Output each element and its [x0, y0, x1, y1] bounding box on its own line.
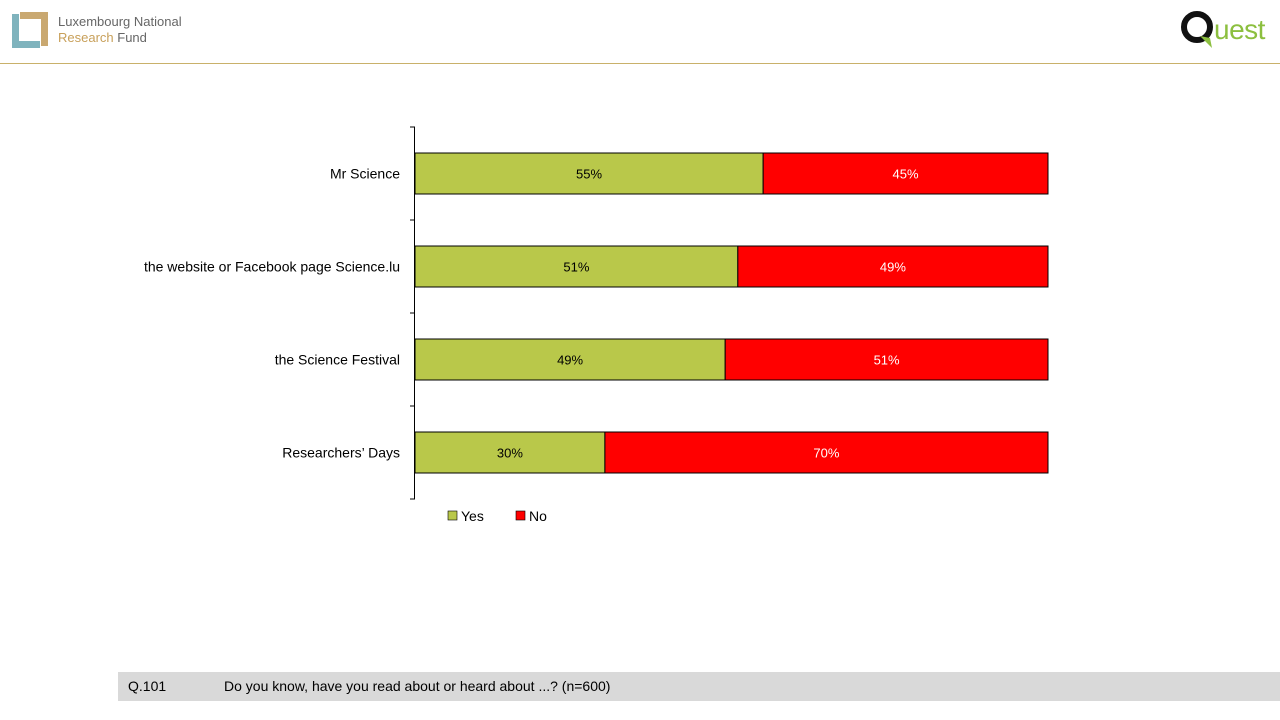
fnr-name-line1: Luxembourg National: [58, 14, 182, 29]
question-footer: Q.101 Do you know, have you read about o…: [118, 672, 1280, 701]
data-label: 30%: [497, 446, 523, 461]
question-number: Q.101: [128, 678, 167, 694]
category-label: the website or Facebook page Science.lu: [144, 259, 400, 275]
quest-logo-text: uest: [1214, 14, 1265, 45]
bar-yes: [414, 431, 606, 474]
data-label: 70%: [813, 446, 839, 461]
fnr-logo-text: Luxembourg National Research Fund: [58, 14, 182, 46]
data-label: 55%: [576, 167, 602, 182]
bar-no: [737, 245, 1049, 288]
bar-yes: [414, 338, 726, 381]
data-label: 45%: [893, 167, 919, 182]
stacked-bar-chart: Mr Science 55% 45% the website or Facebook …: [144, 126, 1049, 524]
bar-no: [724, 338, 1049, 381]
quest-logo-icon: [1181, 11, 1213, 48]
legend-swatch-no: [515, 510, 526, 521]
legend-swatch-yes: [447, 510, 458, 521]
question-text: Do you know, have you read about or hear…: [224, 678, 611, 694]
slide-header: Luxembourg National Research Fund uest: [0, 0, 1280, 64]
bar-no: [762, 152, 1049, 195]
fnr-logo-icon: [12, 12, 48, 48]
fnr-name-fund: Fund: [113, 30, 147, 45]
category-label: Researchers’ Days: [282, 445, 400, 461]
category-label: Mr Science: [330, 166, 400, 182]
data-label: 51%: [563, 260, 589, 275]
legend-label-yes: Yes: [461, 508, 484, 524]
fnr-name-research: Research: [58, 30, 114, 45]
data-label: 49%: [557, 353, 583, 368]
legend-label-no: No: [529, 508, 547, 524]
category-label: the Science Festival: [275, 352, 400, 368]
data-label: 49%: [880, 260, 906, 275]
data-label: 51%: [874, 353, 900, 368]
bar-no: [604, 431, 1049, 474]
